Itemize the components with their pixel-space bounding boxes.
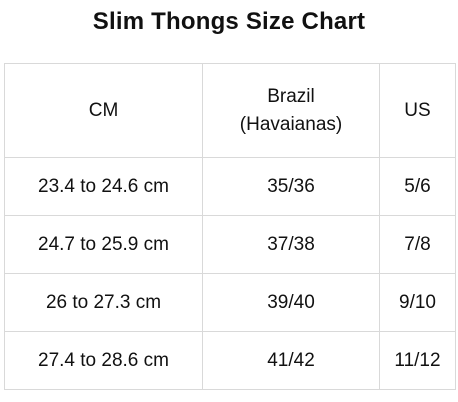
table-row: 26 to 27.3 cm 39/40 9/10: [4, 273, 456, 332]
cell-us: 9/10: [379, 273, 456, 332]
table-row: 27.4 to 28.6 cm 41/42 11/12: [4, 331, 456, 390]
header-brazil-line1: Brazil: [267, 85, 315, 107]
table-row: 23.4 to 24.6 cm 35/36 5/6: [4, 157, 456, 216]
page-title: Slim Thongs Size Chart: [92, 8, 366, 35]
cell-cm: 27.4 to 28.6 cm: [4, 331, 203, 390]
cell-brazil: 41/42: [202, 331, 380, 390]
header-us: US: [379, 63, 456, 158]
header-brazil: Brazil (Havaianas): [202, 63, 380, 158]
cell-cm: 23.4 to 24.6 cm: [4, 157, 203, 216]
cell-brazil: 39/40: [202, 273, 380, 332]
table-header-row: CM Brazil (Havaianas) US: [4, 63, 456, 158]
cell-us: 5/6: [379, 157, 456, 216]
cell-cm: 26 to 27.3 cm: [4, 273, 203, 332]
cell-us: 7/8: [379, 215, 456, 274]
header-brazil-line2: (Havaianas): [239, 113, 343, 135]
cell-brazil: 37/38: [202, 215, 380, 274]
cell-us: 11/12: [379, 331, 456, 390]
table-row: 24.7 to 25.9 cm 37/38 7/8: [4, 215, 456, 274]
header-cm: CM: [4, 63, 203, 158]
size-chart-table: CM Brazil (Havaianas) US 23.4 to 24.6 cm…: [4, 63, 456, 390]
cell-cm: 24.7 to 25.9 cm: [4, 215, 203, 274]
cell-brazil: 35/36: [202, 157, 380, 216]
